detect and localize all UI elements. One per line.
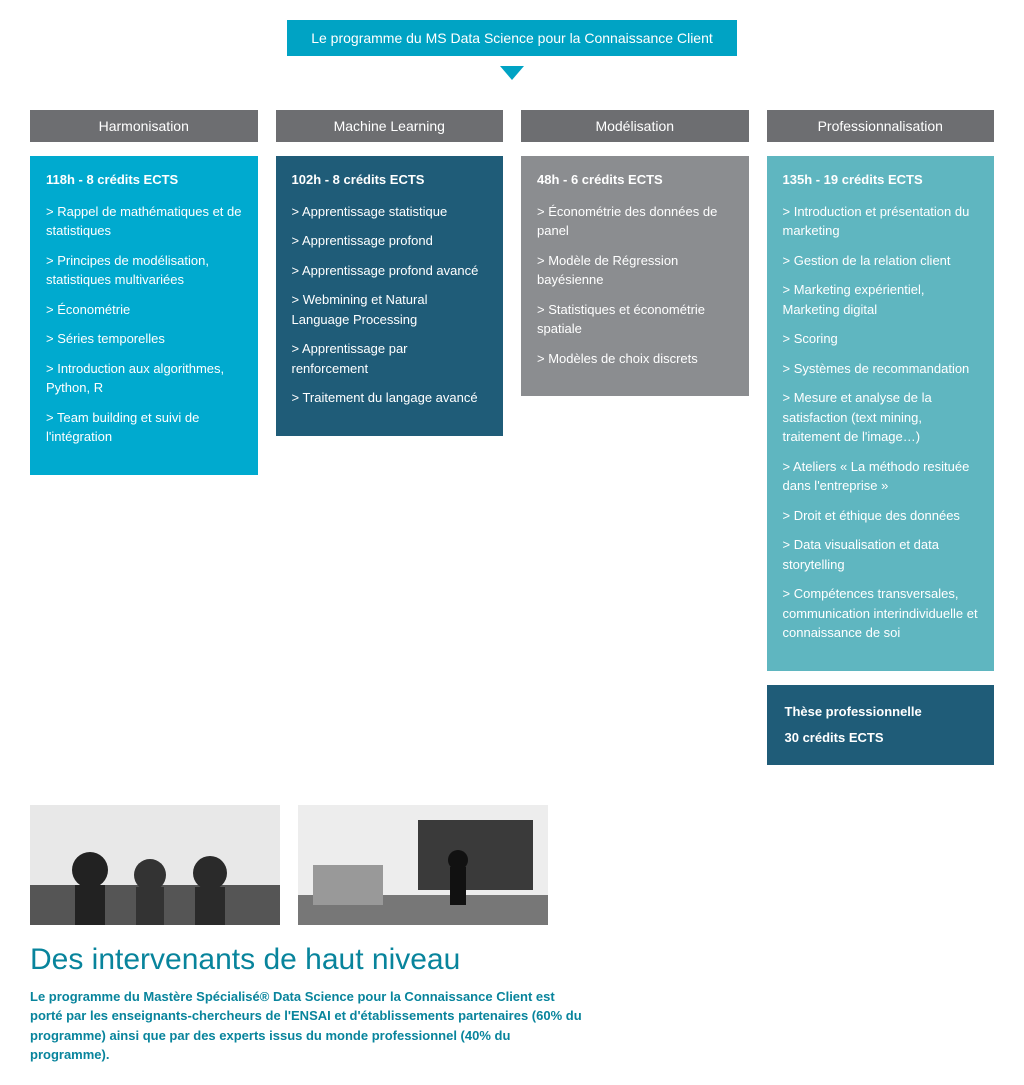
- column-header: Modélisation: [521, 110, 749, 142]
- card-item: > Apprentissage statistique: [292, 202, 488, 222]
- card-item: > Économétrie: [46, 300, 242, 320]
- column-card: 118h - 8 crédits ECTS > Rappel de mathém…: [30, 156, 258, 475]
- column-header: Professionnalisation: [767, 110, 995, 142]
- card-item: > Webmining et Natural Language Processi…: [292, 290, 488, 329]
- column-card: 48h - 6 crédits ECTS > Économétrie des d…: [521, 156, 749, 396]
- banner-pointer-icon: [500, 66, 524, 80]
- column-card: 102h - 8 crédits ECTS > Apprentissage st…: [276, 156, 504, 436]
- card-item: > Introduction aux algorithmes, Python, …: [46, 359, 242, 398]
- card-item: > Modèles de choix discrets: [537, 349, 733, 369]
- column-machine-learning: Machine Learning 102h - 8 crédits ECTS >…: [276, 110, 504, 436]
- column-professionnalisation: Professionnalisation 135h - 19 crédits E…: [767, 110, 995, 765]
- card-item: > Data visualisation et data storytellin…: [783, 535, 979, 574]
- card-item: > Principes de modélisation, statistique…: [46, 251, 242, 290]
- card-hours: 118h - 8 crédits ECTS: [46, 170, 242, 190]
- card-item: > Apprentissage profond avancé: [292, 261, 488, 281]
- thesis-credits: 30 crédits ECTS: [785, 725, 977, 751]
- section-heading: Des intervenants de haut niveau: [30, 943, 670, 977]
- card-item: > Droit et éthique des données: [783, 506, 979, 526]
- program-banner: Le programme du MS Data Science pour la …: [287, 20, 737, 56]
- card-item: > Ateliers « La méthodo resituée dans l'…: [783, 457, 979, 496]
- card-item: > Statistiques et économétrie spatiale: [537, 300, 733, 339]
- card-item: > Introduction et présentation du market…: [783, 202, 979, 241]
- card-item: > Compétences transversales, communicati…: [783, 584, 979, 643]
- card-hours: 48h - 6 crédits ECTS: [537, 170, 733, 190]
- column-header: Machine Learning: [276, 110, 504, 142]
- card-item: > Team building et suivi de l'intégratio…: [46, 408, 242, 447]
- card-item: > Traitement du langage avancé: [292, 388, 488, 408]
- thesis-box: Thèse professionnelle 30 crédits ECTS: [767, 685, 995, 765]
- thesis-title: Thèse professionnelle: [785, 699, 977, 725]
- card-item: > Modèle de Régression bayésienne: [537, 251, 733, 290]
- card-item: > Apprentissage par renforcement: [292, 339, 488, 378]
- column-harmonisation: Harmonisation 118h - 8 crédits ECTS > Ra…: [30, 110, 258, 475]
- curriculum-columns: Harmonisation 118h - 8 crédits ECTS > Ra…: [30, 110, 994, 765]
- photo-row: [30, 805, 670, 925]
- card-item: > Mesure et analyse de la satisfaction (…: [783, 388, 979, 447]
- card-item: > Séries temporelles: [46, 329, 242, 349]
- section-paragraph: Le programme du Mastère Spécialisé® Data…: [30, 987, 590, 1065]
- classroom-photo-1: [30, 805, 280, 925]
- card-item: > Systèmes de recommandation: [783, 359, 979, 379]
- card-item: > Apprentissage profond: [292, 231, 488, 251]
- card-hours: 135h - 19 crédits ECTS: [783, 170, 979, 190]
- column-card: 135h - 19 crédits ECTS > Introduction et…: [767, 156, 995, 671]
- classroom-photo-2: [298, 805, 548, 925]
- card-item: > Rappel de mathématiques et de statisti…: [46, 202, 242, 241]
- instructors-section: Des intervenants de haut niveau Le progr…: [30, 805, 670, 1065]
- card-item: > Marketing expérientiel, Marketing digi…: [783, 280, 979, 319]
- card-item: > Économétrie des données de panel: [537, 202, 733, 241]
- column-modelisation: Modélisation 48h - 6 crédits ECTS > Écon…: [521, 110, 749, 396]
- card-hours: 102h - 8 crédits ECTS: [292, 170, 488, 190]
- column-header: Harmonisation: [30, 110, 258, 142]
- card-item: > Gestion de la relation client: [783, 251, 979, 271]
- card-item: > Scoring: [783, 329, 979, 349]
